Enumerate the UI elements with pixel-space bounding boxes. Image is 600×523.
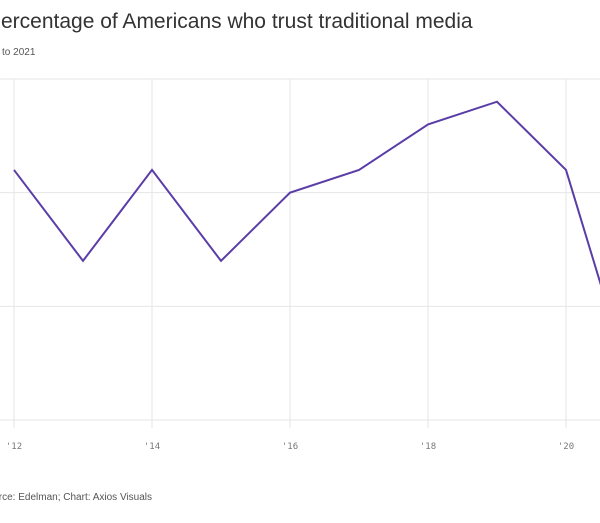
x-tick-label: '12 <box>6 442 22 452</box>
series-line <box>13 100 600 286</box>
x-axis-ticks: '12 '14 '16 '18 '20 <box>6 442 574 452</box>
x-tick-label: '16 <box>282 442 298 452</box>
gridlines <box>0 78 600 428</box>
x-tick-label: '14 <box>144 442 160 452</box>
chart-source: Source: Edelman; Chart: Axios Visuals <box>0 492 153 503</box>
series <box>13 100 600 286</box>
chart-subtitle: 2012 to 2021 <box>0 47 36 58</box>
x-tick-label: '18 <box>420 442 436 452</box>
chart-title: Percentage of Americans who trust tradit… <box>0 10 473 33</box>
x-tick-label: '20 <box>558 442 574 452</box>
